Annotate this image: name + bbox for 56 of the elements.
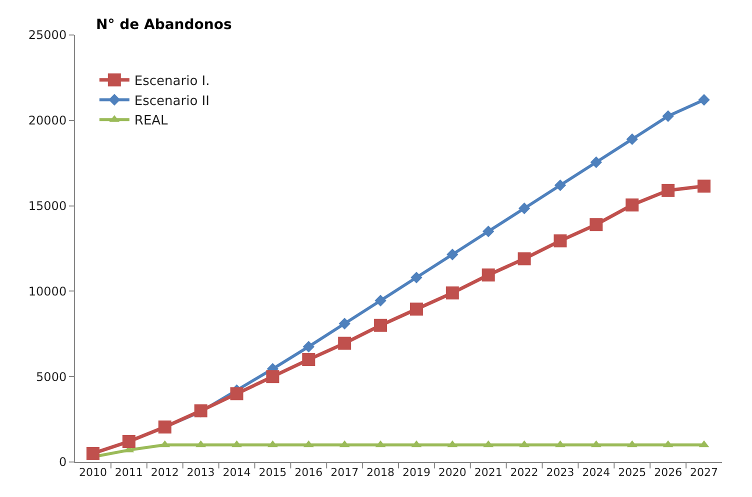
point <box>626 133 638 146</box>
legend-label: REAL <box>134 114 169 129</box>
x-tick-label: 2024 <box>582 466 610 480</box>
x-tick-label: 2027 <box>690 466 718 480</box>
y-tick-label: 15000 <box>28 199 67 213</box>
x-tick-label: 2015 <box>258 466 287 480</box>
point <box>446 248 458 260</box>
point <box>518 252 531 266</box>
x-tick-label: 2021 <box>474 466 502 480</box>
x-tick-label: 2022 <box>510 466 538 480</box>
point <box>446 286 459 300</box>
point <box>302 340 314 353</box>
point <box>410 272 422 284</box>
x-tick-label: 2026 <box>654 466 682 480</box>
point <box>626 198 639 212</box>
y-tick-label: 10000 <box>28 284 67 298</box>
point <box>662 184 675 197</box>
x-tick-label: 2016 <box>294 466 323 480</box>
y-axis-title: N° de Abandonos <box>96 17 232 33</box>
x-tick-label: 2013 <box>186 466 215 480</box>
point <box>590 156 602 168</box>
y-tick-label: 5000 <box>36 370 67 384</box>
point <box>302 353 316 366</box>
point <box>374 294 386 306</box>
y-tick-label: 0 <box>58 455 67 470</box>
x-tick-label: 2020 <box>438 466 466 480</box>
y-tick-label: 25000 <box>28 28 67 42</box>
x-tick-label: 2012 <box>150 466 179 480</box>
point <box>338 318 350 330</box>
point <box>554 234 567 248</box>
x-tick-label: 2019 <box>402 466 430 480</box>
x-tick-label: 2014 <box>222 466 251 480</box>
point <box>698 180 711 193</box>
x-tick-label: 2018 <box>366 466 395 480</box>
point <box>374 318 388 332</box>
point <box>555 440 566 448</box>
point <box>698 94 710 106</box>
legend-label: Escenario II <box>134 94 210 109</box>
point <box>662 110 674 122</box>
x-tick-label: 2011 <box>114 466 143 480</box>
x-tick-label: 2017 <box>330 466 359 480</box>
point <box>482 268 495 282</box>
point <box>266 370 280 384</box>
x-tick-label: 2023 <box>546 466 574 480</box>
point <box>338 336 352 350</box>
x-tick-label: 2010 <box>78 466 107 480</box>
point <box>482 226 494 238</box>
y-tick-label: 20000 <box>28 114 67 128</box>
point <box>518 202 530 214</box>
point <box>232 440 242 448</box>
point <box>554 179 566 192</box>
x-tick-label: 2025 <box>618 466 646 480</box>
point <box>410 302 423 316</box>
point <box>230 387 244 400</box>
point <box>590 218 603 232</box>
legend-label: Escenario I. <box>134 74 210 89</box>
